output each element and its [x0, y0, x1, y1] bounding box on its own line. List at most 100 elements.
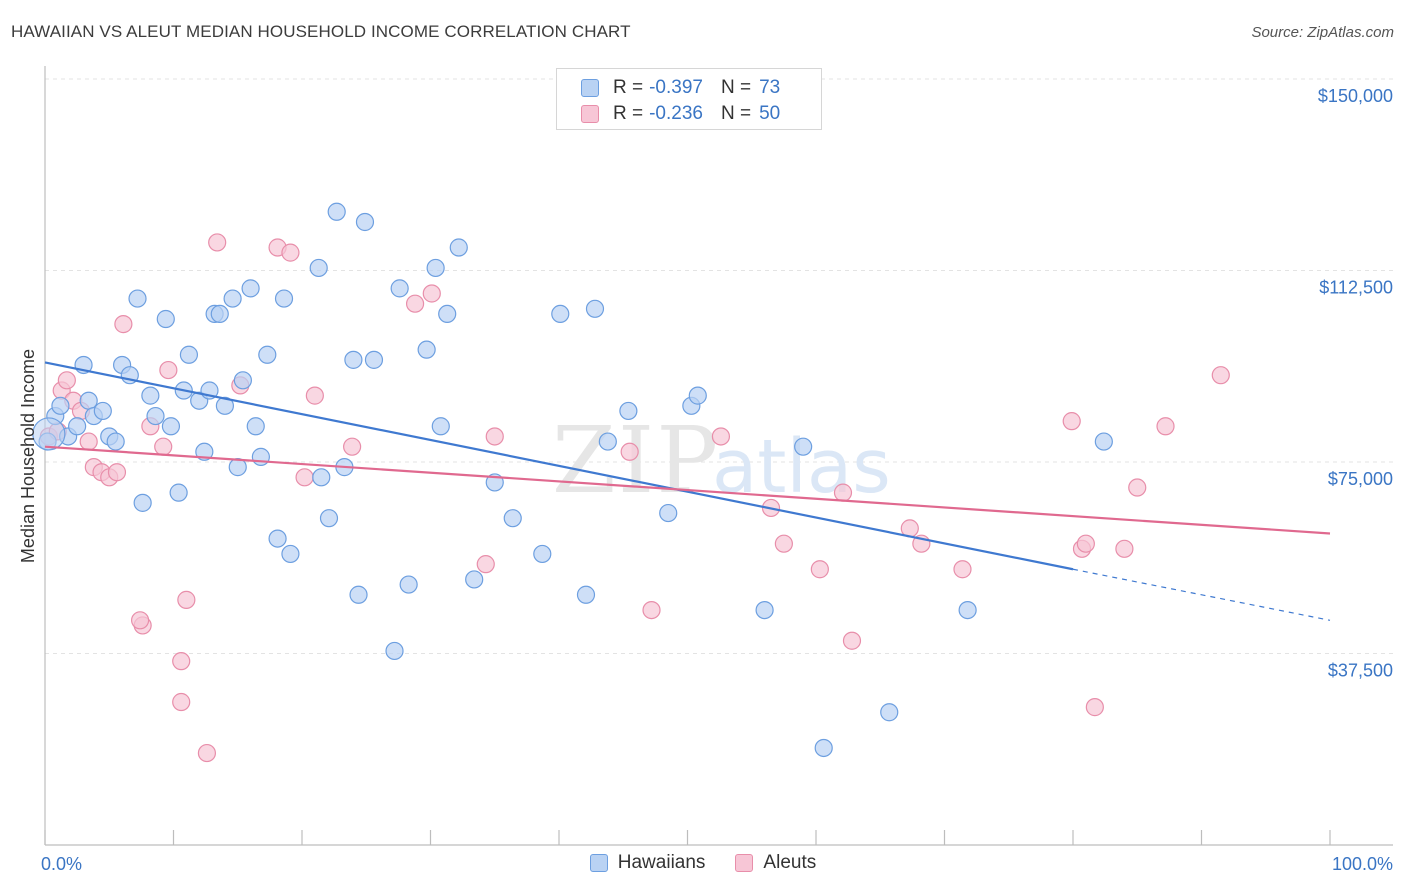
- hawaiians-point: [598, 432, 617, 451]
- hawaiians-trend-extension: [1072, 568, 1331, 621]
- trend-lines: [44, 361, 1331, 621]
- aleuts-point: [1115, 539, 1134, 558]
- aleuts-point: [1085, 698, 1104, 717]
- aleuts-point: [79, 432, 98, 451]
- aleuts-point: [711, 427, 731, 446]
- watermark-zip: ZIP: [552, 407, 720, 514]
- hawaiians-point: [585, 299, 605, 318]
- y-tick-labels: $37,500 $75,000 $112,500 $150,000: [1318, 86, 1393, 681]
- ticks: [44, 830, 1331, 845]
- hawaiians-point: [880, 703, 899, 722]
- hawaiians-point: [106, 432, 125, 451]
- hawaiians-point: [312, 468, 331, 487]
- hawaiians-point: [146, 406, 165, 426]
- hawaiians-point: [268, 529, 287, 548]
- hawaiians-point: [349, 585, 368, 604]
- aleuts-point: [172, 692, 191, 712]
- aleuts-point: [154, 437, 173, 456]
- r-label: R =: [613, 77, 644, 98]
- hawaiians-point: [32, 417, 66, 451]
- aleuts-point: [953, 560, 972, 579]
- r-value: -0.397: [649, 77, 703, 98]
- hawaiians-point: [128, 289, 147, 308]
- aleuts-point: [422, 284, 441, 303]
- hawaiians-point: [251, 447, 270, 466]
- aleuts-point: [281, 243, 300, 262]
- aleuts-point: [57, 371, 76, 390]
- hawaiians-point: [68, 417, 87, 436]
- aleuts-trend-line: [44, 445, 1331, 535]
- hawaiians-point: [364, 350, 384, 369]
- aleuts-point: [405, 294, 425, 313]
- hawaiians-point: [179, 345, 199, 364]
- hawaiians-point: [258, 345, 277, 364]
- y-axis-label: Median Household Income: [18, 349, 38, 563]
- aleuts-point: [642, 600, 661, 620]
- hawaiians-point: [385, 641, 404, 661]
- series-legend: Hawaiians Aleuts: [0, 852, 1406, 874]
- hawaiians-point: [223, 289, 242, 308]
- r-value: -0.236: [649, 103, 703, 124]
- legend-label-hawaiians: Hawaiians: [617, 852, 706, 873]
- aleuts-point: [1156, 417, 1175, 436]
- legend-item-aleuts[interactable]: Aleuts: [735, 852, 816, 874]
- hawaiians-point: [344, 350, 363, 369]
- hawaiians-point: [246, 417, 265, 436]
- legend-item-hawaiians[interactable]: Hawaiians: [589, 852, 706, 874]
- hawaiians-point: [233, 371, 252, 390]
- hawaiians-point: [355, 212, 375, 232]
- aleuts-point: [1062, 412, 1081, 431]
- legend-label-aleuts: Aleuts: [763, 852, 817, 873]
- aleuts-point: [485, 427, 504, 446]
- hawaiians-point: [399, 575, 418, 594]
- hawaiians-point: [161, 417, 181, 436]
- hawaiians-point: [51, 396, 70, 415]
- aleuts-point: [197, 743, 217, 763]
- aleuts-point: [305, 386, 324, 405]
- hawaiians-point: [274, 289, 294, 308]
- hawaiians-point: [215, 396, 234, 415]
- aleuts-swatch: [735, 854, 754, 872]
- x-tick-label-max: 100.0%: [1332, 854, 1393, 874]
- y-tick-label: $75,000: [1328, 469, 1393, 489]
- hawaiians-point: [141, 386, 160, 405]
- x-tick-label-min: 0.0%: [41, 854, 82, 874]
- aleuts-point: [842, 631, 862, 650]
- hawaiians-point: [426, 258, 445, 278]
- source-credit: Source: ZipAtlas.com: [1251, 24, 1394, 41]
- chart-title: HAWAIIAN VS ALEUT MEDIAN HOUSEHOLD INCOM…: [11, 22, 631, 41]
- n-label: N =: [720, 103, 752, 124]
- axes: [44, 66, 1393, 846]
- legend-row-hawaiians: R = -0.397 N = 73: [581, 75, 780, 101]
- aleuts-point: [1128, 478, 1147, 497]
- hawaiians-point: [169, 483, 188, 502]
- hawaiians-points: [32, 202, 1113, 758]
- gridlines: [45, 78, 1395, 654]
- y-tick-label: $112,500: [1319, 278, 1393, 298]
- hawaiians-point: [576, 585, 596, 604]
- correlation-legend: R = -0.397 N = 73 R = -0.236 N = 50: [556, 68, 822, 130]
- aleuts-point: [295, 468, 314, 487]
- aleuts-point: [774, 534, 793, 553]
- y-tick-label: $37,500: [1328, 661, 1393, 681]
- hawaiians-point: [431, 417, 450, 436]
- hawaiians-point: [551, 304, 570, 324]
- hawaiians-point: [814, 738, 833, 758]
- aleuts-point: [1076, 534, 1095, 553]
- aleuts-point: [107, 463, 127, 482]
- hawaiians-point: [156, 309, 175, 329]
- hawaiians-point: [449, 238, 468, 257]
- n-label: N =: [720, 77, 752, 98]
- hawaiians-point: [327, 202, 346, 221]
- aleuts-point: [172, 652, 191, 671]
- hawaiians-point: [619, 401, 638, 421]
- aleuts-point: [810, 560, 829, 579]
- hawaiians-swatch: [581, 79, 599, 97]
- hawaiians-point: [319, 509, 339, 528]
- hawaiians-point: [438, 304, 457, 324]
- aleuts-point: [620, 442, 639, 461]
- aleuts-point: [1211, 366, 1230, 385]
- hawaiians-point: [390, 279, 409, 298]
- hawaiians-point: [309, 258, 328, 278]
